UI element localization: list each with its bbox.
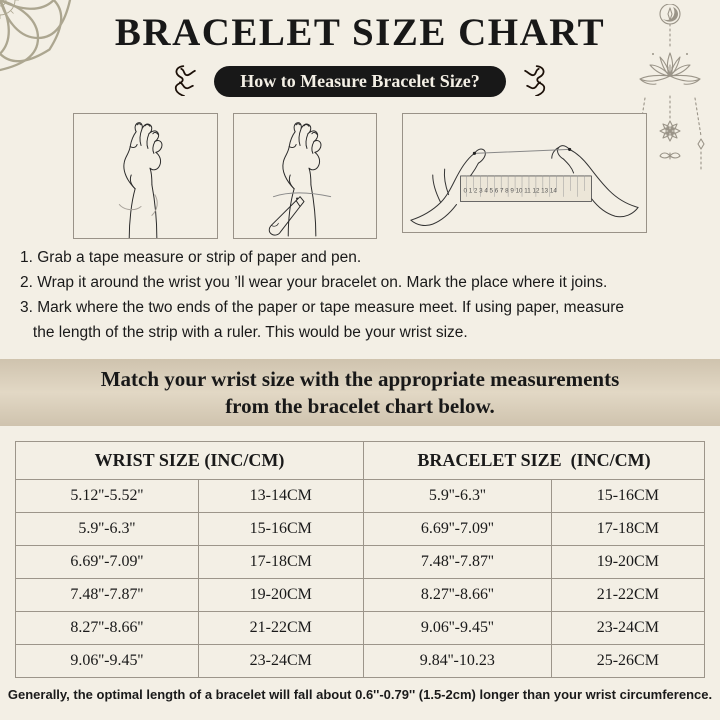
svg-text:0 1 2 3 4 5 6 7 8 9 10 11 12 1: 0 1 2 3 4 5 6 7 8 9 10 11 12 13 14: [464, 188, 558, 195]
